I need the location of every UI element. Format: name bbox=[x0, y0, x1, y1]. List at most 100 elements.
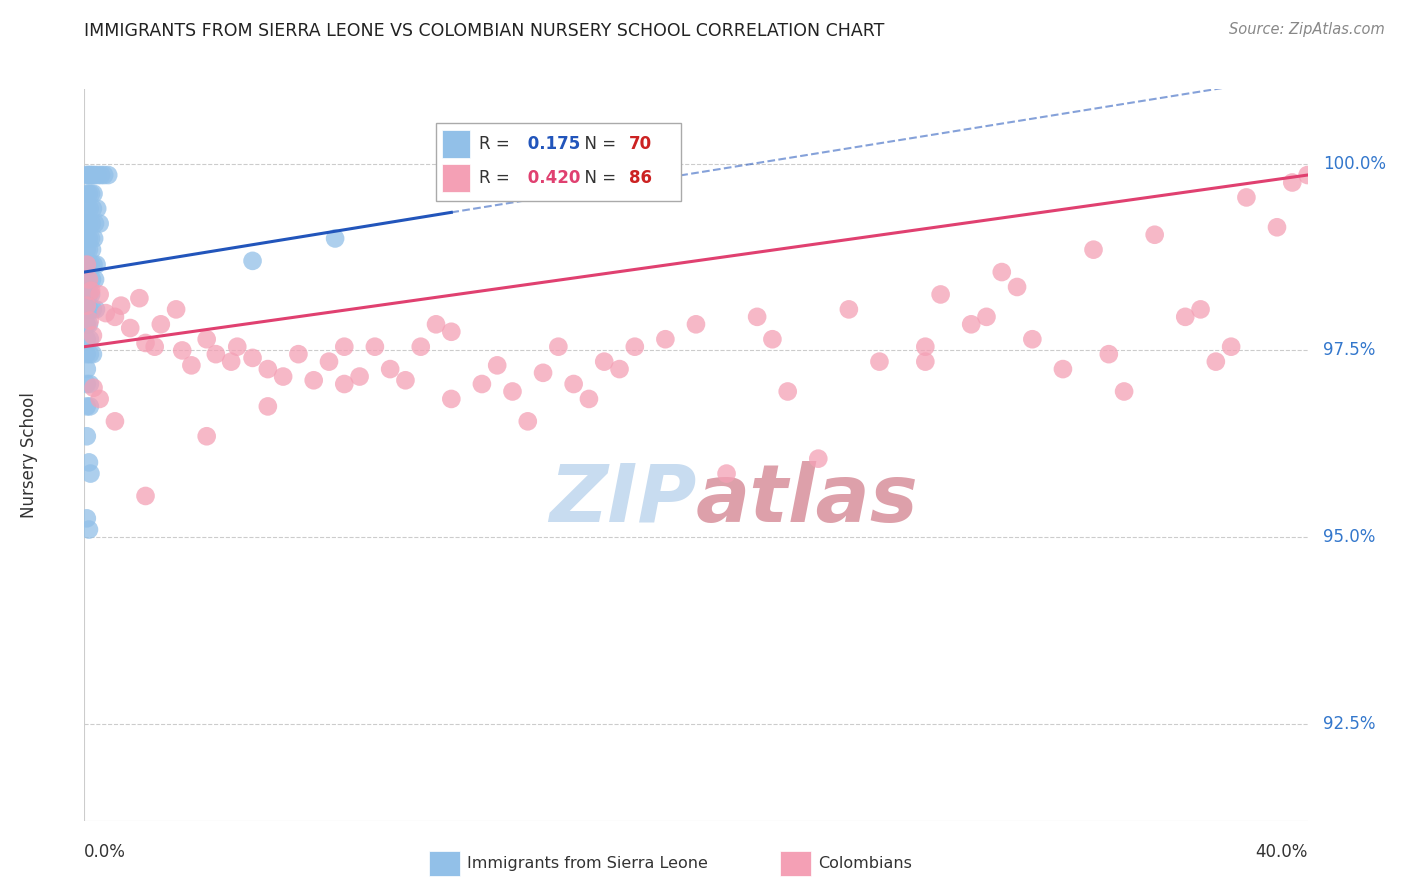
Point bbox=[143, 340, 166, 354]
Point bbox=[593, 354, 616, 368]
Point bbox=[77, 272, 100, 286]
Point bbox=[333, 377, 356, 392]
Point bbox=[516, 414, 538, 428]
Point bbox=[1265, 220, 1288, 235]
Point bbox=[76, 258, 98, 272]
Point bbox=[76, 202, 98, 216]
Point bbox=[90, 168, 112, 182]
Point bbox=[1143, 227, 1166, 242]
Point bbox=[257, 400, 280, 414]
Text: 92.5%: 92.5% bbox=[1323, 714, 1375, 732]
Text: 0.175: 0.175 bbox=[522, 135, 579, 153]
Point bbox=[84, 168, 107, 182]
Point bbox=[960, 318, 983, 332]
Point bbox=[84, 272, 107, 286]
Point bbox=[83, 381, 105, 395]
Point bbox=[80, 287, 103, 301]
Text: ZIP: ZIP bbox=[548, 460, 696, 539]
Text: atlas: atlas bbox=[696, 460, 918, 539]
Point bbox=[333, 340, 356, 354]
Point bbox=[562, 377, 585, 392]
Point bbox=[77, 455, 100, 469]
Point bbox=[110, 299, 132, 313]
Point bbox=[547, 340, 569, 354]
Text: 100.0%: 100.0% bbox=[1323, 155, 1386, 173]
Point bbox=[716, 467, 738, 481]
Point bbox=[318, 354, 340, 368]
Point bbox=[425, 318, 447, 332]
Point bbox=[76, 272, 98, 286]
Point bbox=[609, 362, 631, 376]
Point bbox=[1189, 302, 1212, 317]
Point bbox=[80, 231, 103, 245]
Point bbox=[1205, 354, 1227, 368]
Point bbox=[76, 302, 98, 317]
Point bbox=[929, 287, 952, 301]
Point bbox=[135, 489, 157, 503]
Point bbox=[84, 302, 107, 317]
Point bbox=[1021, 332, 1043, 346]
Point bbox=[83, 258, 105, 272]
Point bbox=[654, 332, 676, 346]
Point bbox=[745, 310, 768, 324]
Point bbox=[76, 287, 98, 301]
Point bbox=[83, 186, 105, 201]
Point bbox=[205, 347, 228, 361]
Point bbox=[242, 253, 264, 268]
Point bbox=[271, 369, 294, 384]
Point bbox=[1281, 176, 1303, 190]
Point bbox=[180, 359, 202, 373]
Point bbox=[82, 168, 104, 182]
Point bbox=[364, 340, 387, 354]
Point bbox=[165, 302, 187, 317]
Point bbox=[76, 332, 98, 346]
Point bbox=[79, 467, 101, 481]
Point bbox=[242, 351, 264, 365]
Point bbox=[349, 369, 371, 384]
Point bbox=[84, 217, 107, 231]
Point bbox=[80, 186, 103, 201]
Point bbox=[1174, 310, 1197, 324]
Bar bbox=[436, 123, 681, 202]
Point bbox=[486, 359, 509, 373]
Point bbox=[440, 325, 463, 339]
Point bbox=[97, 168, 120, 182]
Point bbox=[77, 231, 100, 245]
Point bbox=[578, 392, 600, 406]
Point bbox=[838, 302, 860, 317]
Point bbox=[1114, 384, 1136, 399]
Point bbox=[79, 347, 101, 361]
Point bbox=[76, 231, 98, 245]
Point bbox=[323, 231, 346, 245]
Point bbox=[77, 168, 100, 182]
Point bbox=[380, 362, 402, 376]
Text: 95.0%: 95.0% bbox=[1323, 528, 1375, 546]
Point bbox=[776, 384, 799, 399]
Text: 40.0%: 40.0% bbox=[1256, 843, 1308, 861]
Point bbox=[77, 258, 100, 272]
Point bbox=[89, 287, 111, 301]
Text: IMMIGRANTS FROM SIERRA LEONE VS COLOMBIAN NURSERY SCHOOL CORRELATION CHART: IMMIGRANTS FROM SIERRA LEONE VS COLOMBIA… bbox=[84, 22, 884, 40]
Point bbox=[1052, 362, 1074, 376]
Point bbox=[257, 362, 280, 376]
Point bbox=[79, 332, 101, 346]
Point bbox=[128, 291, 150, 305]
Point bbox=[976, 310, 998, 324]
Point bbox=[82, 302, 104, 317]
Point bbox=[94, 306, 117, 320]
Point bbox=[135, 335, 157, 350]
Point bbox=[79, 377, 101, 392]
Point bbox=[93, 168, 115, 182]
Point bbox=[77, 186, 100, 201]
Text: Colombians: Colombians bbox=[818, 856, 912, 871]
Text: Nursery School: Nursery School bbox=[20, 392, 38, 518]
Point bbox=[531, 366, 554, 380]
Point bbox=[80, 272, 103, 286]
Text: 70: 70 bbox=[628, 135, 652, 153]
Point bbox=[82, 347, 104, 361]
Point bbox=[80, 168, 103, 182]
Text: 0.420: 0.420 bbox=[522, 169, 581, 187]
Point bbox=[77, 318, 100, 332]
Point bbox=[79, 202, 101, 216]
Text: R =: R = bbox=[479, 169, 515, 187]
